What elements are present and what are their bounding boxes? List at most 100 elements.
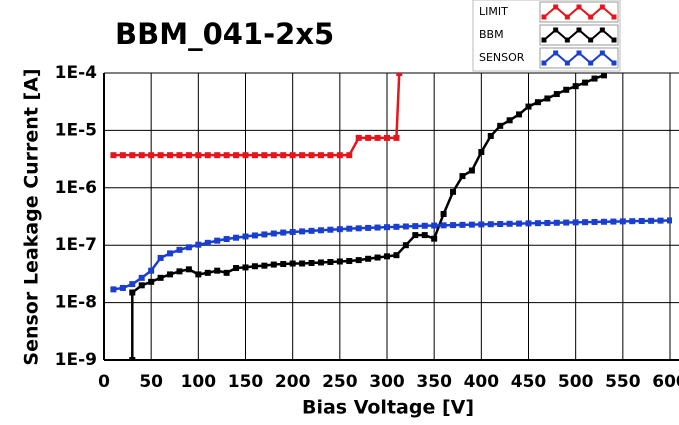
data-point bbox=[619, 218, 626, 225]
data-point bbox=[450, 222, 457, 229]
y-tick-label: 1E-4 bbox=[55, 63, 97, 83]
data-point bbox=[365, 255, 372, 262]
data-point bbox=[468, 167, 475, 174]
x-tick-label: 350 bbox=[416, 372, 452, 392]
x-tick-label: 450 bbox=[511, 372, 547, 392]
data-point bbox=[396, 73, 403, 76]
data-point bbox=[119, 152, 126, 159]
x-tick-label: 500 bbox=[558, 372, 594, 392]
data-point bbox=[119, 284, 126, 291]
data-point bbox=[355, 225, 362, 232]
data-point bbox=[280, 261, 287, 268]
data-point bbox=[384, 253, 390, 260]
x-axis-label: Bias Voltage [V] bbox=[302, 397, 474, 419]
data-point bbox=[317, 152, 324, 159]
data-point bbox=[289, 152, 296, 159]
legend-swatch-marker bbox=[576, 4, 582, 10]
data-point bbox=[582, 79, 589, 86]
y-tick-label: 1E-6 bbox=[55, 178, 97, 198]
data-point bbox=[384, 224, 390, 231]
data-point bbox=[374, 134, 381, 141]
data-point bbox=[582, 219, 589, 226]
data-point bbox=[431, 235, 438, 242]
legend-swatch-marker bbox=[576, 50, 582, 56]
data-point bbox=[270, 261, 277, 268]
y-axis-label: Sensor Leakage Current [A] bbox=[21, 68, 43, 365]
data-point bbox=[261, 231, 268, 238]
data-point bbox=[657, 217, 664, 224]
legend-label: BBM bbox=[479, 28, 504, 41]
data-point bbox=[459, 221, 466, 228]
data-point bbox=[204, 152, 211, 159]
legend-swatch-marker bbox=[541, 14, 547, 20]
x-tick-label: 300 bbox=[369, 372, 405, 392]
data-point bbox=[317, 227, 324, 234]
data-point bbox=[336, 226, 343, 233]
data-point bbox=[214, 237, 221, 244]
legend-swatch-marker bbox=[588, 37, 594, 43]
legend-swatch-marker bbox=[553, 27, 559, 33]
x-tick-label: 50 bbox=[139, 372, 163, 392]
legend-swatch-marker bbox=[576, 27, 582, 33]
data-point bbox=[129, 357, 136, 361]
data-point bbox=[497, 221, 504, 228]
data-point bbox=[346, 225, 353, 232]
data-point bbox=[289, 228, 296, 235]
data-point bbox=[270, 152, 277, 159]
y-tick-label: 1E-8 bbox=[55, 293, 97, 313]
data-point bbox=[506, 117, 513, 124]
data-point bbox=[185, 266, 192, 273]
x-tick-label: 550 bbox=[605, 372, 641, 392]
legend-label: SENSOR bbox=[479, 51, 525, 64]
data-point bbox=[487, 221, 494, 228]
data-point bbox=[204, 269, 211, 276]
legend-swatch-marker bbox=[599, 27, 605, 33]
data-point bbox=[478, 221, 485, 228]
data-point bbox=[365, 134, 372, 141]
data-point bbox=[157, 254, 164, 261]
x-tick-label: 600 bbox=[652, 372, 679, 392]
data-point bbox=[393, 252, 400, 259]
data-point bbox=[544, 219, 551, 226]
data-point bbox=[233, 152, 240, 159]
data-point bbox=[223, 269, 230, 276]
data-point bbox=[534, 99, 541, 106]
legend-swatch-marker bbox=[611, 14, 617, 20]
legend-swatch-marker bbox=[541, 60, 547, 66]
data-point bbox=[421, 232, 428, 239]
data-point bbox=[167, 271, 174, 278]
y-tick-label: 1E-9 bbox=[55, 350, 97, 370]
legend-swatch-frame bbox=[539, 47, 619, 69]
data-point bbox=[572, 83, 579, 90]
data-point bbox=[233, 234, 240, 241]
data-point bbox=[412, 232, 419, 239]
plot-series bbox=[110, 73, 672, 361]
data-point bbox=[393, 134, 400, 141]
data-point bbox=[610, 218, 617, 225]
data-point bbox=[648, 217, 655, 224]
data-point bbox=[167, 250, 174, 257]
data-point bbox=[251, 152, 258, 159]
x-tick-label: 150 bbox=[228, 372, 264, 392]
legend-swatch-marker bbox=[588, 60, 594, 66]
data-point bbox=[223, 236, 230, 243]
data-point bbox=[233, 265, 240, 272]
data-point bbox=[261, 152, 268, 159]
data-point bbox=[384, 134, 390, 141]
data-point bbox=[317, 259, 324, 266]
data-point bbox=[412, 223, 419, 230]
data-point bbox=[346, 152, 353, 159]
data-point bbox=[129, 281, 136, 288]
data-point bbox=[374, 224, 381, 231]
data-point bbox=[308, 152, 315, 159]
data-point bbox=[600, 73, 607, 79]
data-point bbox=[299, 228, 306, 235]
data-point bbox=[308, 259, 315, 266]
data-point bbox=[544, 95, 551, 102]
data-point bbox=[223, 152, 230, 159]
data-point bbox=[138, 274, 145, 281]
data-point bbox=[355, 257, 362, 264]
data-point bbox=[638, 217, 645, 224]
